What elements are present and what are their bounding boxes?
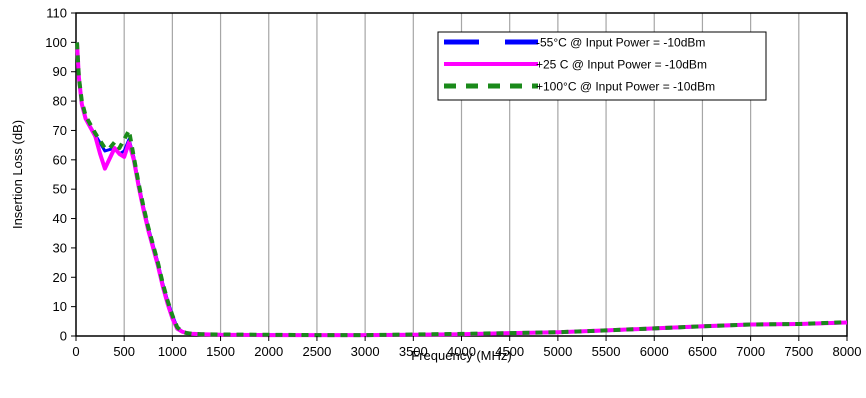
x-tick-label: 7000 <box>736 344 765 359</box>
legend: -55°C @ Input Power = -10dBm +25 C @ Inpu… <box>437 31 767 101</box>
y-tick-label: 40 <box>53 211 67 226</box>
x-tick-label: 2000 <box>254 344 283 359</box>
x-tick-label: 5500 <box>592 344 621 359</box>
x-axis-label: Frequency (MHz) <box>411 348 511 363</box>
series-layer <box>75 42 848 338</box>
x-tick-label: 6000 <box>640 344 669 359</box>
legend-label: +100°C @ Input Power = -10dBm <box>536 80 715 94</box>
y-tick-label: 20 <box>53 270 67 285</box>
x-tick-label: 0 <box>72 344 79 359</box>
y-tick-label: 110 <box>46 6 67 21</box>
y-tick-label: 0 <box>60 329 67 344</box>
x-tick-label: 7500 <box>784 344 813 359</box>
x-tick-label: 4000 <box>447 344 476 359</box>
y-axis-tick-labels: 0 10 20 30 40 50 60 70 80 90 100 110 <box>45 6 67 344</box>
y-tick-label: 30 <box>53 240 67 255</box>
axis-ticks <box>71 12 848 341</box>
series-line-3 <box>75 42 848 338</box>
y-tick-label: 50 <box>53 182 67 197</box>
x-tick-label: 3500 <box>399 344 428 359</box>
legend-label: -55°C @ Input Power = -10dBm <box>536 36 705 50</box>
y-tick-label: 10 <box>53 299 67 314</box>
y-tick-label: 70 <box>53 123 67 138</box>
x-tick-label: 4500 <box>495 344 524 359</box>
x-tick-label: 3000 <box>351 344 380 359</box>
y-tick-label: 100 <box>45 35 67 50</box>
y-tick-label: 80 <box>53 94 67 109</box>
y-tick-label: 60 <box>53 152 67 167</box>
x-tick-label: 2500 <box>302 344 331 359</box>
y-tick-label: 90 <box>53 64 67 79</box>
x-tick-label: 6500 <box>688 344 717 359</box>
x-tick-label: 8000 <box>833 344 862 359</box>
legend-label: +25 C @ Input Power = -10dBm <box>536 58 707 72</box>
x-tick-label: 5000 <box>543 344 572 359</box>
x-tick-label: 1000 <box>158 344 187 359</box>
y-axis-label: Insertion Loss (dB) <box>10 120 25 229</box>
x-axis-tick-labels: 0 500 1000 1500 2000 2500 3000 3500 4000 4500 5000… <box>72 344 861 359</box>
x-tick-label: 500 <box>113 344 135 359</box>
x-tick-label: 1500 <box>206 344 235 359</box>
